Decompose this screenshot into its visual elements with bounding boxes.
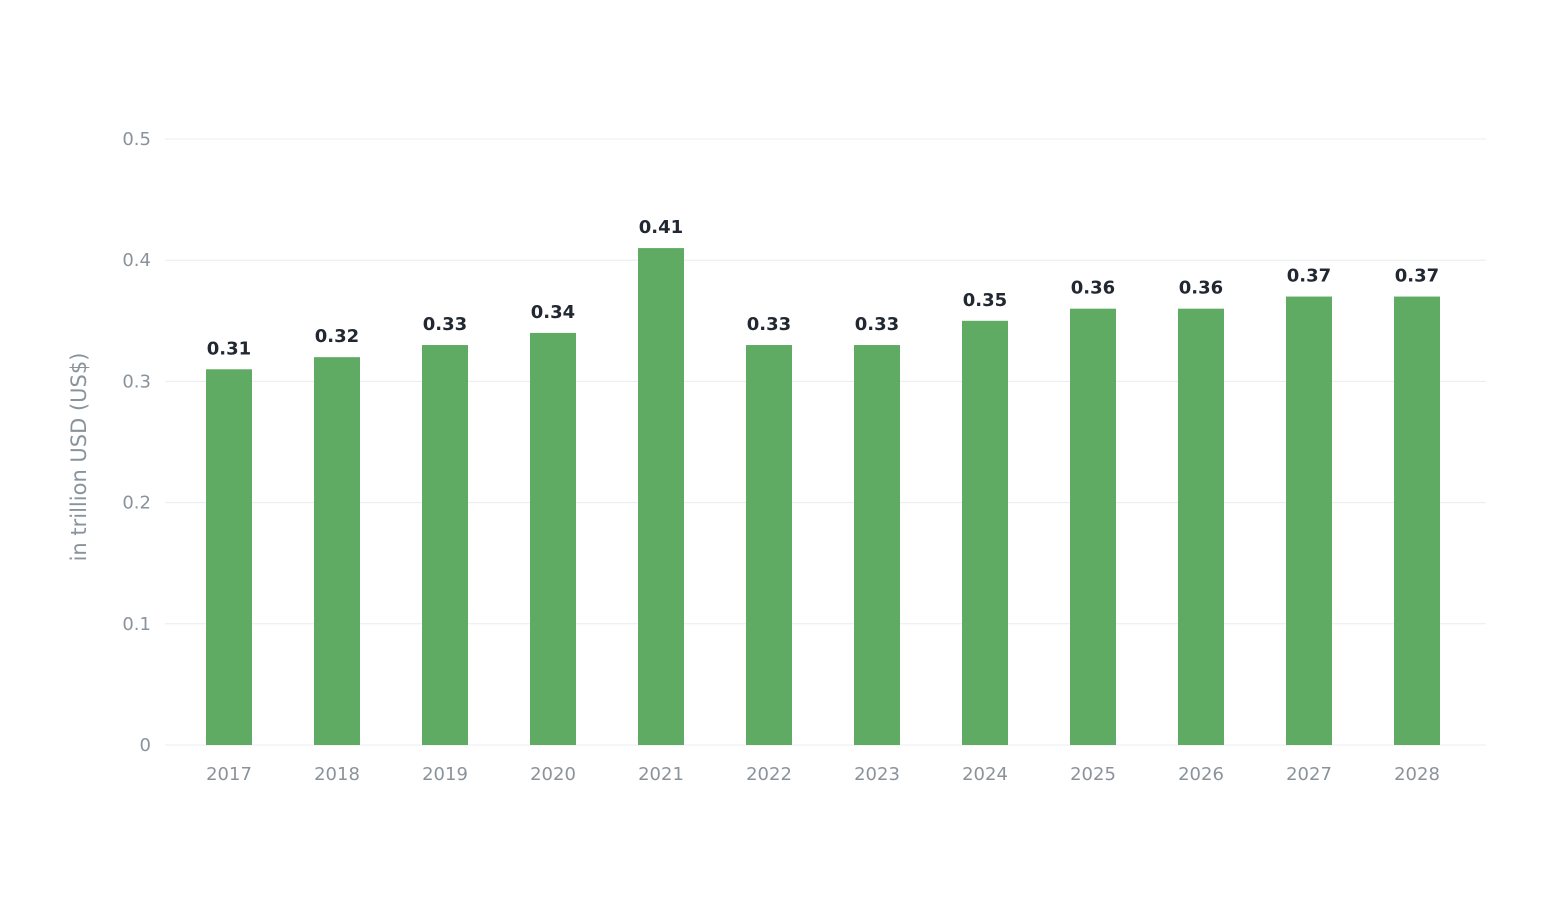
bars — [206, 248, 1440, 745]
bar-2022[interactable] — [746, 345, 792, 745]
data-labels: 0.31 0.32 0.33 0.34 0.41 0.33 0.33 0.35 0.36 0.36… — [207, 217, 1439, 359]
x-tick-label-2019: 2019 — [422, 764, 468, 785]
x-tick-label-2023: 2023 — [854, 764, 900, 785]
data-label-2028: 0.37 — [1395, 266, 1439, 287]
x-tick-label-2028: 2028 — [1394, 764, 1440, 785]
grid-lines — [165, 138, 1486, 746]
data-label-2025: 0.36 — [1071, 278, 1115, 299]
x-tick-label-2021: 2021 — [638, 764, 684, 785]
y-tick-label: 0.1 — [122, 614, 151, 635]
x-tick-label-2018: 2018 — [314, 764, 360, 785]
x-tick-label-2024: 2024 — [962, 764, 1008, 785]
bar-2027[interactable] — [1286, 296, 1332, 745]
data-label-2019: 0.33 — [423, 314, 467, 335]
y-tick-label: 0.2 — [122, 493, 151, 514]
x-tick-label-2022: 2022 — [746, 764, 792, 785]
x-axis-ticks: 2017 2018 2019 2020 2021 2022 2023 2024 2025 2026… — [206, 764, 1440, 785]
bar-2018[interactable] — [314, 357, 360, 745]
x-tick-label-2027: 2027 — [1286, 764, 1332, 785]
bar-2023[interactable] — [854, 345, 900, 745]
bar-2024[interactable] — [962, 320, 1008, 745]
y-tick-label: 0.4 — [122, 250, 151, 271]
y-axis-ticks: 0 0.1 0.2 0.3 0.4 0.5 — [122, 129, 151, 756]
y-tick-label: 0.3 — [122, 371, 151, 392]
data-label-2017: 0.31 — [207, 338, 251, 359]
y-tick-label: 0 — [140, 735, 151, 756]
x-tick-label-2025: 2025 — [1070, 764, 1116, 785]
data-label-2026: 0.36 — [1179, 278, 1223, 299]
x-tick-label-2020: 2020 — [530, 764, 576, 785]
data-label-2020: 0.34 — [531, 302, 575, 323]
bar-2021[interactable] — [638, 248, 684, 745]
bar-2020[interactable] — [530, 332, 576, 745]
bar-2017[interactable] — [206, 369, 252, 745]
data-label-2022: 0.33 — [747, 314, 791, 335]
bar-2026[interactable] — [1178, 308, 1224, 745]
data-label-2027: 0.37 — [1287, 266, 1331, 287]
x-tick-label-2026: 2026 — [1178, 764, 1224, 785]
y-tick-label: 0.5 — [122, 129, 151, 150]
y-axis-title: in trillion USD (US$) — [67, 353, 91, 562]
bar-2025[interactable] — [1070, 308, 1116, 745]
bar-2019[interactable] — [422, 345, 468, 745]
x-tick-label-2017: 2017 — [206, 764, 252, 785]
data-label-2023: 0.33 — [855, 314, 899, 335]
data-label-2018: 0.32 — [315, 326, 359, 347]
data-label-2021: 0.41 — [639, 217, 683, 238]
data-label-2024: 0.35 — [963, 290, 1007, 311]
bar-2028[interactable] — [1394, 296, 1440, 745]
